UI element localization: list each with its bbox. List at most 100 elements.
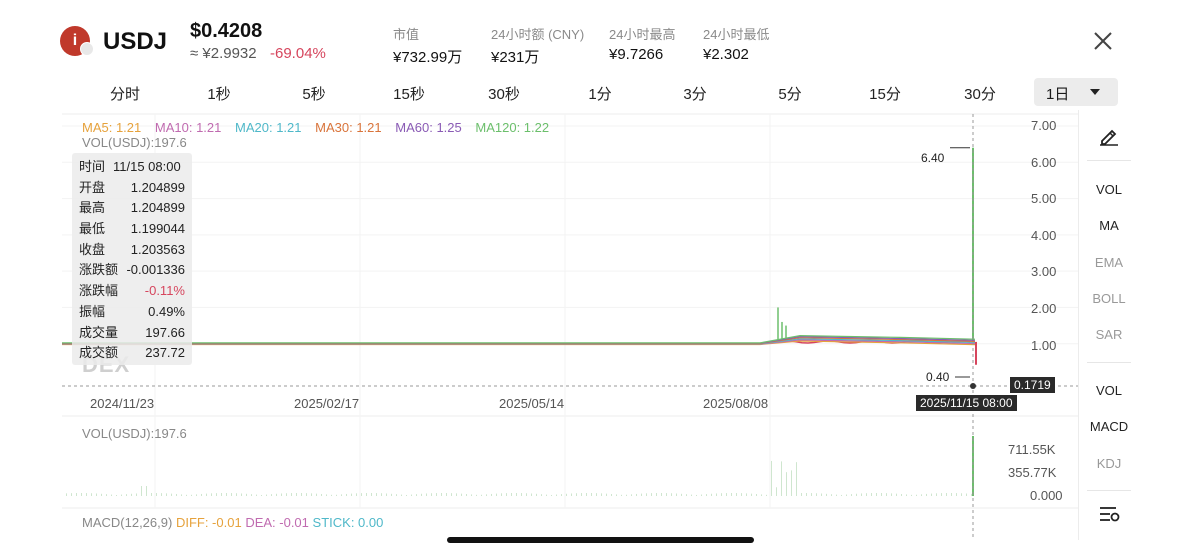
tab-5m[interactable]: 5分 [778,86,802,103]
volume-bar [656,493,657,496]
volume-bar [576,493,577,496]
volume-bar [796,462,797,496]
volume-bar [416,494,417,496]
x-tick-label: 2024/11/23 [90,396,155,411]
volume-bar [856,493,857,496]
indicator-sar[interactable]: SAR [1095,327,1123,342]
y-tick-label: 6.00 [1031,155,1057,170]
volume-bar [806,493,807,496]
high-marker-label: 6.40 [921,151,945,165]
indicator-macd[interactable]: MACD [1089,419,1129,434]
kline-chart[interactable] [0,110,1078,540]
volume-bar [716,493,717,496]
tab-15s[interactable]: 15秒 [393,86,425,103]
volume-bar [76,493,77,496]
price-series [62,147,977,365]
volume-bar [331,494,332,496]
volume-bar [306,493,307,496]
volume-bar [941,493,942,496]
volume-bar [111,494,112,496]
volume-bar [961,493,962,496]
volume-bar [71,493,72,496]
y-tick-label: 3.00 [1031,264,1057,279]
volume-bar [286,493,287,496]
volume-bar [121,494,122,496]
tab-1d-dropdown[interactable]: 1日 [1034,78,1118,106]
volume-bar [481,494,482,496]
volume-bar [151,493,152,496]
volume-bar [951,493,952,496]
tab-5s[interactable]: 5秒 [302,86,326,103]
volume-bar [266,494,267,496]
ma120-legend: MA120: 1.22 [475,120,550,135]
y-tick-label: 4.00 [1031,228,1057,243]
indicator-vol-sub[interactable]: VOL [1095,383,1122,398]
volume-bar [471,494,472,496]
ma-legend: MA5: 1.21 MA10: 1.21 MA20: 1.21 MA30: 1.… [82,120,559,135]
volume-bar [441,493,442,496]
indicator-ma[interactable]: MA [1099,218,1119,233]
price-cny: ≈ ¥2.9932 [190,45,257,62]
volume-bar [891,493,892,496]
volume-bar [871,493,872,496]
tab-3m[interactable]: 3分 [683,86,707,103]
ohlc-tooltip: 时间 11/15 08:00 开盘 1.204899 最高 1.204899 最低 1… [72,153,192,365]
volume-bar [526,493,527,496]
volume-bar [91,493,92,496]
toolbar-divider [1087,160,1131,161]
y-tick-label: 1.00 [1031,338,1057,353]
close-icon[interactable] [1090,28,1116,54]
x-tick-label: 2025/02/17 [294,396,360,411]
volume-bar [556,494,557,496]
volume-bar [321,493,322,496]
volume-bar [396,494,397,496]
tab-30s[interactable]: 30秒 [488,86,520,103]
volume-bar [401,494,402,496]
volume-bar [641,493,642,496]
volume-bar [901,494,902,496]
tab-timeline[interactable]: 分时 [109,86,141,103]
low-marker-label: 0.40 [926,370,950,384]
volume-bar [421,493,422,496]
stat-market-cap: 市值 ¥732.99万 [393,27,463,66]
volume-bar [866,493,867,496]
tab-1m[interactable]: 1分 [588,86,612,103]
indicator-vol-main[interactable]: VOL [1095,182,1122,197]
volume-bar [721,493,722,496]
draw-tool-icon[interactable] [1098,124,1120,146]
indicator-ema[interactable]: EMA [1094,255,1124,270]
macd-diff: DIFF: -0.01 [175,515,242,530]
indicator-kdj[interactable]: KDJ [1096,456,1122,471]
volume-bar [861,493,862,496]
volume-bar [571,493,572,496]
volume-bar [726,493,727,496]
volume-bar [196,494,197,496]
volume-bar [896,493,897,496]
volume-bar [786,472,787,496]
tab-1s[interactable]: 1秒 [207,86,231,103]
settings-list-icon[interactable] [1098,503,1120,525]
volume-bar [586,493,587,496]
volume-bar [776,487,777,496]
y-tick-label: 2.00 [1031,301,1057,316]
volume-bar [156,493,157,496]
macd-stick: STICK: 0.00 [312,515,384,530]
y-tick-label: 7.00 [1031,118,1057,133]
chevron-down-icon [1090,89,1100,95]
volume-bar [81,493,82,496]
volume-bar [216,493,217,496]
tooltip-row-volume: 成交量 197.66 [79,324,185,340]
volume-bar [496,493,497,496]
volume-bar [446,493,447,496]
tab-30m[interactable]: 30分 [964,86,996,103]
indicator-boll[interactable]: BOLL [1092,291,1126,306]
volume-bar [591,493,592,496]
volume-bar [126,494,127,496]
volume-bar [646,493,647,496]
macd-dea: DEA: -0.01 [245,515,309,530]
ma20-legend: MA20: 1.21 [235,120,302,135]
volume-bar [771,460,772,496]
tab-15m[interactable]: 15分 [869,86,901,103]
stat-24h-low: 24小时最低 ¥2.302 [703,27,770,63]
volume-bar [651,493,652,496]
